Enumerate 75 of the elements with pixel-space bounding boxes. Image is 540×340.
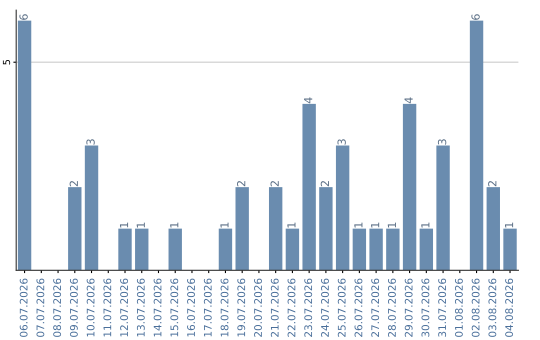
x-tick-label: 09.07.2026 — [70, 278, 78, 337]
x-tick-label: 13.07.2026 — [136, 278, 145, 336]
x-tick-label: 30.07.2026 — [421, 278, 430, 337]
bar — [503, 228, 517, 270]
x-tick-label: 08.07.2026 — [53, 278, 62, 337]
x-tick-label: 29.07.2026 — [404, 278, 413, 337]
x-tick-label: 02.08.2026 — [472, 278, 480, 337]
data-label: 2 — [320, 181, 329, 186]
bar — [84, 145, 98, 270]
data-label: 1 — [354, 222, 362, 228]
x-tick-label: 14.07.2026 — [154, 278, 162, 336]
data-label: 2 — [70, 181, 78, 186]
data-label: 1 — [120, 222, 128, 228]
bar — [470, 20, 484, 270]
data-label: 1 — [170, 222, 178, 228]
x-tick-label: 10.07.2026 — [86, 278, 95, 336]
x-tick-label: 22.07.2026 — [288, 278, 296, 337]
x-tick-label: 12.07.2026 — [120, 278, 128, 336]
data-label: 1 — [504, 222, 514, 228]
data-label: 6 — [471, 14, 480, 20]
data-label: 2 — [270, 181, 279, 186]
bar — [402, 104, 416, 270]
bar — [135, 228, 148, 270]
bar — [420, 228, 434, 270]
data-label: 1 — [421, 222, 430, 228]
bar — [268, 187, 282, 270]
bar — [486, 187, 500, 270]
data-label: 1 — [287, 222, 296, 228]
x-tick-label: 18.07.2026 — [220, 278, 228, 336]
bar — [302, 104, 316, 270]
x-tick-label: 04.08.2026 — [505, 278, 514, 337]
bar — [352, 228, 366, 270]
data-label: 1 — [388, 222, 396, 228]
bar — [118, 228, 132, 270]
x-tick-label: 20.07.2026 — [254, 278, 262, 337]
x-tick-label: 25.07.2026 — [338, 278, 346, 337]
bar — [235, 187, 249, 270]
bar — [369, 228, 383, 270]
bar — [336, 145, 350, 270]
x-tick-label: 19.07.2026 — [237, 278, 246, 336]
data-label: 1 — [371, 222, 380, 228]
data-label: 1 — [220, 222, 229, 228]
x-tick-label: 15.07.2026 — [170, 278, 178, 336]
x-tick-label: 26.07.2026 — [354, 278, 362, 337]
x-tick-label: 06.07.2026 — [20, 278, 28, 337]
data-label: 3 — [86, 139, 95, 145]
x-tick-label: 17.07.2026 — [204, 278, 212, 336]
data-label: 3 — [337, 139, 346, 145]
data-label: 1 — [136, 222, 145, 228]
bar — [18, 20, 32, 270]
x-tick-label: 03.08.2026 — [488, 278, 496, 337]
x-tick-label: 07.07.2026 — [36, 278, 44, 337]
bar — [168, 228, 182, 270]
data-label: 2 — [237, 181, 246, 186]
bar — [319, 187, 333, 270]
x-tick-label: 27.07.2026 — [371, 278, 380, 337]
x-tick-label: 31.07.2026 — [438, 278, 446, 337]
data-label: 3 — [438, 139, 446, 145]
y-tick-label: 5 — [2, 60, 10, 65]
x-tick-label: 16.07.2026 — [187, 278, 195, 336]
data-label: 4 — [404, 97, 413, 104]
data-label: 6 — [19, 14, 28, 20]
x-tick-label: 28.07.2026 — [388, 278, 396, 337]
data-label: 2 — [488, 181, 496, 186]
x-tick-label: 01.08.2026 — [454, 278, 463, 337]
x-tick-label: 24.07.2026 — [321, 278, 329, 337]
bar — [286, 228, 300, 270]
x-tick-label: 21.07.2026 — [270, 278, 279, 337]
x-tick-label: 23.07.2026 — [304, 278, 312, 337]
data-label: 4 — [304, 97, 312, 104]
x-tick-label: 11.07.2026 — [103, 278, 112, 336]
bar — [436, 145, 450, 270]
bar — [218, 228, 232, 270]
bar — [386, 228, 400, 270]
bar — [68, 187, 82, 270]
